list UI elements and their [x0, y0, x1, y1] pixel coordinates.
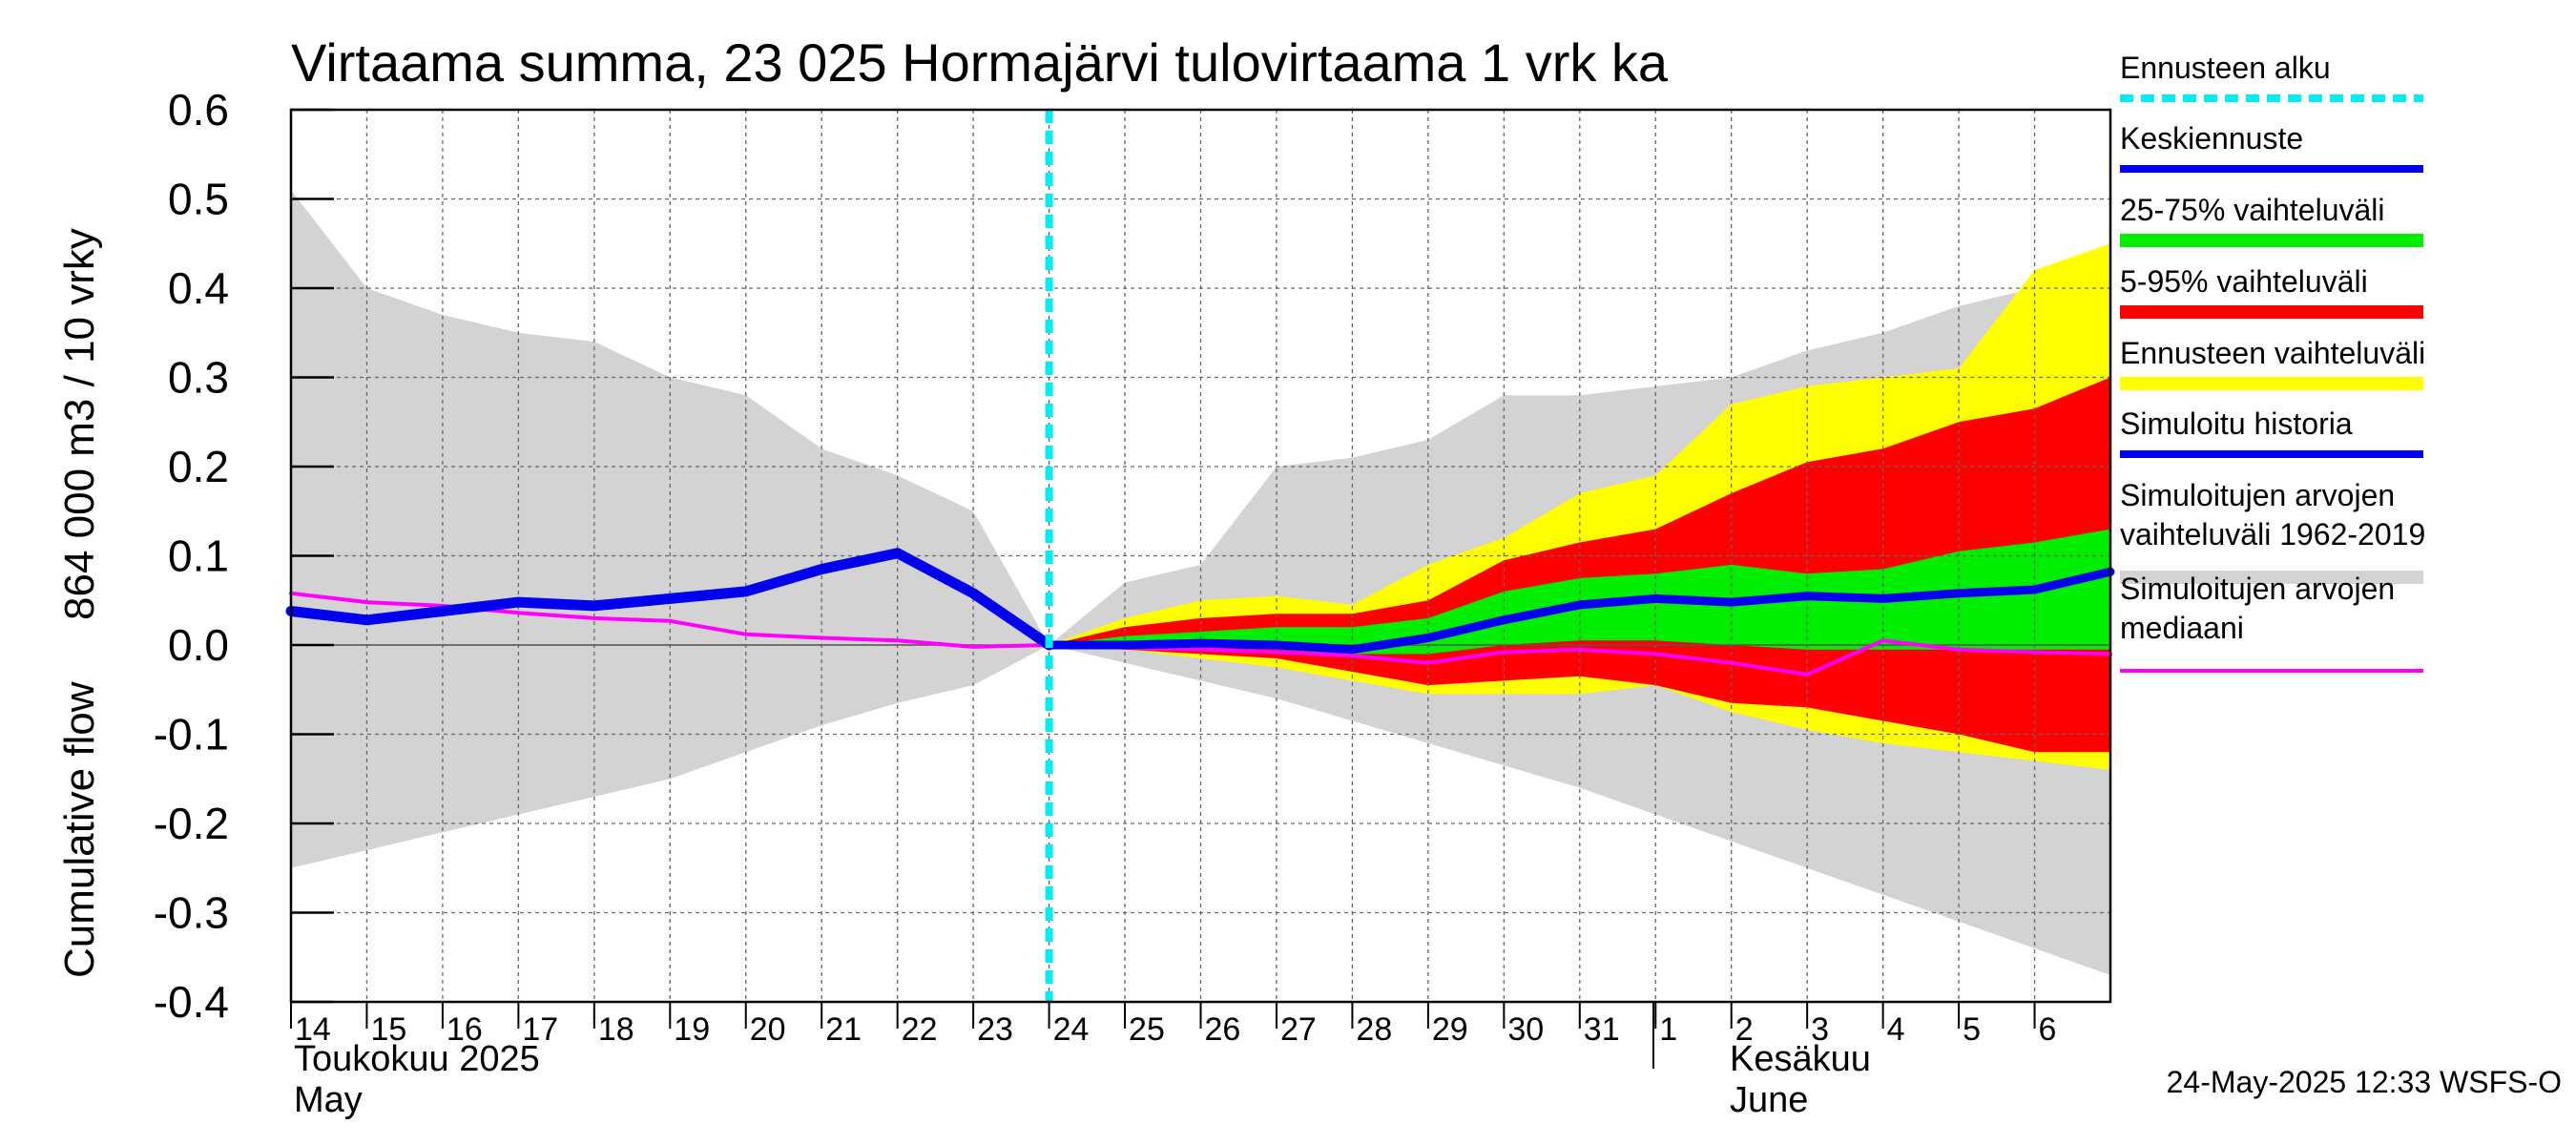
y-tick-label: 0.3 — [168, 353, 229, 403]
legend-label: vaihteluväli 1962-2019 — [2120, 517, 2425, 552]
legend-label: mediaani — [2120, 611, 2244, 645]
y-tick-label: -0.4 — [154, 977, 229, 1027]
x-tick-label: 18 — [598, 1011, 634, 1048]
x-tick-label: 28 — [1356, 1011, 1392, 1048]
x-tick-label: 17 — [522, 1011, 558, 1048]
legend: Ennusteen alku Keskiennuste 25-75% vaihtel… — [2120, 51, 2425, 673]
plot-area — [285, 108, 2115, 1004]
legend-label: Simuloitujen arvojen — [2120, 478, 2395, 512]
month-label-may-en: May — [294, 1080, 363, 1120]
y-tick-label: -0.3 — [154, 888, 229, 938]
x-tick-label: 15 — [370, 1011, 406, 1048]
y-tick-label: 0.2 — [168, 442, 229, 491]
y-axis: 0.6 0.5 0.4 0.3 0.2 0.1 0.0 -0.1 -0.2 -0.3 -0.4 — [154, 85, 334, 1027]
legend-label: 25-75% vaihteluväli — [2120, 193, 2385, 227]
month-label-may-fi: Toukokuu 2025 — [294, 1039, 540, 1079]
y-tick-label: -0.1 — [154, 710, 229, 760]
x-tick-label: 27 — [1280, 1011, 1317, 1048]
x-tick-label: 1 — [1659, 1011, 1677, 1048]
y-tick-label: 0.1 — [168, 531, 229, 581]
median-line — [289, 591, 2112, 677]
y-tick-label: -0.2 — [154, 799, 229, 848]
grid-lines — [291, 110, 2110, 1002]
x-tick-label: 31 — [1584, 1011, 1620, 1048]
x-tick-label: 19 — [674, 1011, 710, 1048]
x-tick-label: 2 — [1735, 1011, 1754, 1048]
series-lines — [285, 110, 2115, 1002]
y-tick-label: 0.4 — [168, 263, 229, 313]
legend-label: Ennusteen vaihteluväli — [2120, 336, 2425, 370]
month-label-june-en: June — [1730, 1080, 1808, 1120]
x-tick-label: 26 — [1205, 1011, 1241, 1048]
legend-label: Simuloitu historia — [2120, 406, 2353, 441]
y-tick-label: 0.6 — [168, 85, 229, 135]
legend-label: Keskiennuste — [2120, 121, 2303, 156]
x-tick-label: 20 — [750, 1011, 786, 1048]
x-tick-label: 30 — [1507, 1011, 1544, 1048]
x-tick-label: 16 — [447, 1011, 483, 1048]
legend-label: Ennusteen alku — [2120, 51, 2331, 85]
x-tick-label: 4 — [1887, 1011, 1905, 1048]
legend-label: Simuloitujen arvojen — [2120, 572, 2395, 606]
x-tick-label: 29 — [1432, 1011, 1468, 1048]
x-tick-label: 5 — [1963, 1011, 1981, 1048]
x-tick-label: 22 — [902, 1011, 938, 1048]
y-axis-label-left: Cumulative flow — [56, 681, 103, 978]
legend-label: 5-95% vaihteluväli — [2120, 264, 2368, 299]
x-tick-label: 23 — [977, 1011, 1013, 1048]
y-axis-label-right: 864 000 m3 / 10 vrky — [56, 228, 103, 620]
timestamp: 24-May-2025 12:33 WSFS-O — [2167, 1065, 2562, 1099]
x-tick-label: 3 — [1811, 1011, 1829, 1048]
x-tick-label: 25 — [1129, 1011, 1165, 1048]
simulated-history-line — [285, 548, 1055, 651]
y-tick-label: 0.0 — [168, 620, 229, 670]
x-tick-label: 21 — [825, 1011, 862, 1048]
x-tick-label: 14 — [295, 1011, 331, 1048]
x-tick-label: 6 — [2039, 1011, 2057, 1048]
band-simuloitujen-arvojen-vaihteluv-li-1962-2019 — [291, 190, 2110, 975]
month-label-june-fi: Kesäkuu — [1730, 1039, 1871, 1079]
mean-forecast-line — [1045, 567, 2115, 655]
x-axis: 14 15 16 17 18 19 20 21 22 23 24 25 26 27 28 29 30 31 1 2 3 4… — [290, 1002, 2057, 1048]
y-tick-label: 0.5 — [168, 175, 229, 224]
chart-title: Virtaama summa, 23 025 Hormajärvi tulovi… — [291, 32, 1669, 93]
x-tick-label: 24 — [1053, 1011, 1090, 1048]
